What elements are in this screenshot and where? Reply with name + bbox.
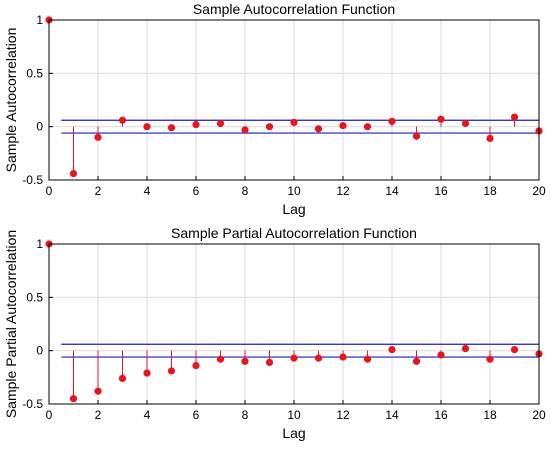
- pacf-xtick-label-1: 2: [95, 408, 102, 422]
- pacf-point-lag-6: [192, 362, 200, 370]
- pacf-point-lag-12: [339, 353, 347, 361]
- acf-confidence-bounds: [61, 119, 539, 134]
- acf-point-lag-4: [143, 123, 151, 131]
- acf-point-lag-14: [388, 117, 396, 125]
- pacf-point-lag-2: [94, 387, 102, 395]
- pacf-stems: [45, 240, 543, 403]
- pacf-point-lag-13: [363, 355, 372, 363]
- pacf-xtick-label-5: 10: [287, 408, 301, 422]
- pacf-point-lag-16: [437, 351, 445, 359]
- acf-point-lag-18: [486, 134, 494, 142]
- acf-xtick-label-3: 6: [193, 184, 200, 198]
- acf-point-lag-12: [339, 122, 347, 130]
- acf-xtick-label-1: 2: [95, 184, 102, 198]
- pacf-xtick-label-3: 6: [193, 408, 200, 422]
- pacf-point-lag-18: [486, 355, 494, 363]
- acf-point-lag-13: [363, 123, 372, 131]
- acf-y-axis-label: Sample Autocorrelation: [3, 28, 19, 173]
- pacf-point-lag-9: [265, 358, 274, 366]
- acf-xtick-label-0: 0: [46, 184, 53, 198]
- acf-point-lag-16: [437, 115, 445, 123]
- pacf-y-ticks: -0.5 0 0.5 1: [22, 237, 53, 411]
- pacf-xtick-label-10: 20: [532, 408, 546, 422]
- acf-point-lag-11: [314, 125, 323, 133]
- pacf-point-lag-19: [510, 346, 519, 354]
- pacf-xtick-label-0: 0: [46, 408, 53, 422]
- acf-x-ticks: 0 2 4 6 8 10 12 14 16 18 20: [46, 176, 546, 198]
- pacf-point-lag-5: [167, 367, 176, 375]
- pacf-point-lag-7: [216, 355, 225, 363]
- pacf-panel: 0 2 4 6 8 10 12 14 16 18 20 -0.500.51 Sample Parti…: [3, 225, 546, 441]
- acf-point-lag-2: [94, 133, 102, 141]
- pacf-x-axis-label: Lag: [282, 425, 305, 441]
- acf-point-lag-19: [510, 113, 519, 121]
- acf-xtick-label-4: 8: [242, 184, 249, 198]
- pacf-point-lag-14: [388, 346, 396, 354]
- acf-xtick-label-7: 14: [385, 184, 399, 198]
- pacf-point-lag-3: [118, 374, 127, 382]
- acf-x-axis-label: Lag: [282, 201, 305, 217]
- acf-point-lag-1: [69, 170, 78, 178]
- acf-grid: [48, 19, 540, 181]
- acf-point-lag-10: [290, 118, 298, 126]
- pacf-point-lag-17: [461, 344, 470, 353]
- pacf-point-lag-15: [412, 357, 421, 365]
- acf-xtick-label-5: 10: [287, 184, 301, 198]
- acf-point-lag-7: [216, 119, 225, 128]
- acf-point-lag-3: [118, 116, 127, 124]
- pacf-point-lag-1: [69, 395, 78, 403]
- acf-ytick-label-0: -0.5: [22, 173, 43, 187]
- acf-ytick-label-1: 0: [36, 120, 43, 134]
- pacf-xtick-label-7: 14: [385, 408, 399, 422]
- acf-xtick-label-8: 16: [434, 184, 448, 198]
- acf-point-lag-15: [412, 132, 421, 140]
- acf-xtick-label-10: 20: [532, 184, 546, 198]
- pacf-ytick-label-2: 0.5: [26, 290, 43, 304]
- pacf-xtick-label-9: 18: [483, 408, 497, 422]
- acf-ytick-label-3: 1: [36, 13, 43, 27]
- pacf-ytick-label-1: 0: [36, 344, 43, 358]
- acf-y-ticks: -0.5 0 0.5 1: [22, 13, 53, 187]
- pacf-ytick-label-3: 1: [36, 237, 43, 251]
- pacf-title: Sample Partial Autocorrelation Function: [171, 225, 417, 241]
- acf-title: Sample Autocorrelation Function: [193, 1, 395, 17]
- pacf-confidence-bounds: [61, 343, 539, 358]
- acf-point-lag-8: [241, 126, 249, 134]
- pacf-point-lag-10: [290, 354, 298, 362]
- acf-xtick-label-9: 18: [483, 184, 497, 198]
- pacf-xtick-label-8: 16: [434, 408, 448, 422]
- pacf-point-lag-8: [241, 357, 249, 365]
- pacf-ytick-label-0: -0.5: [22, 397, 43, 411]
- acf-point-lag-5: [167, 124, 176, 132]
- acf-xtick-label-6: 12: [336, 184, 350, 198]
- acf-point-lag-9: [265, 123, 274, 131]
- pacf-xtick-label-2: 4: [144, 408, 151, 422]
- pacf-point-lag-4: [143, 369, 151, 377]
- pacf-xtick-label-6: 12: [336, 408, 350, 422]
- acf-ytick-label-2: 0.5: [26, 66, 43, 80]
- pacf-x-ticks: 0 2 4 6 8 10 12 14 16 18 20: [46, 400, 546, 422]
- acf-point-lag-6: [192, 120, 200, 129]
- acf-xtick-label-2: 4: [144, 184, 151, 198]
- pacf-point-lag-11: [314, 354, 323, 362]
- acf-point-lag-17: [461, 119, 470, 128]
- pacf-xtick-label-4: 8: [242, 408, 249, 422]
- acf-panel: 0 2 4 6 8 10 12 14 16 18 20 -0.500.51 Sample Autoc…: [3, 1, 546, 217]
- pacf-y-axis-label: Sample Partial Autocorrelation: [3, 230, 19, 418]
